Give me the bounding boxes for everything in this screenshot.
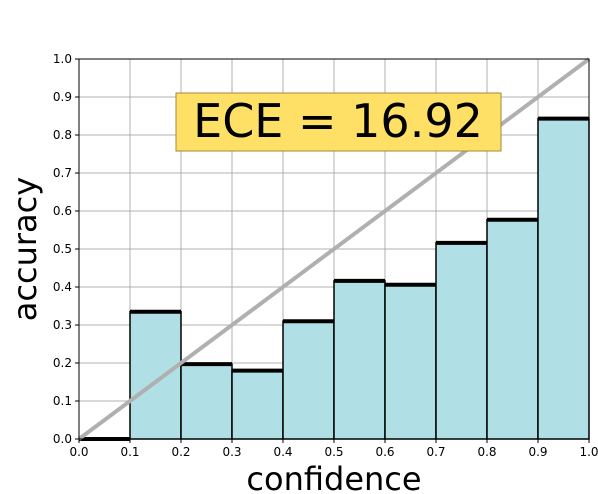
x-tick-label-7: 0.7 <box>426 445 445 459</box>
x-tick-label-5: 0.5 <box>324 445 343 459</box>
x-tick-label-9: 0.9 <box>528 445 547 459</box>
bar-4 <box>282 320 335 440</box>
x-tick-label-8: 0.8 <box>477 445 496 459</box>
y-axis-label: accuracy <box>6 177 44 321</box>
y-tick-label-3: 0.3 <box>53 318 72 332</box>
y-tick-label-4: 0.4 <box>53 280 72 294</box>
x-tick-label-2: 0.2 <box>171 445 190 459</box>
y-tick-label-0: 0.0 <box>53 432 72 446</box>
bar-3 <box>231 369 284 440</box>
x-tick-label-10: 1.0 <box>579 445 598 459</box>
bar-8 <box>486 218 539 440</box>
bar-6 <box>384 283 437 440</box>
y-tick-label-6: 0.6 <box>53 204 72 218</box>
ticks: 0.0 0.1 0.2 0.3 0.4 0.5 0.6 0.7 0.8 0.9 1.0 0.0 0.1 0… <box>53 52 598 459</box>
x-axis-label: confidence <box>246 460 421 494</box>
perfect-calibration-line <box>77 57 591 441</box>
bar-2 <box>180 363 233 440</box>
x-tick-label-6: 0.6 <box>375 445 394 459</box>
y-tick-label-2: 0.2 <box>53 356 72 370</box>
x-tick-label-0: 0.0 <box>69 445 88 459</box>
x-tick-label-4: 0.4 <box>273 445 292 459</box>
ece-annotation: ECE = 16.92 <box>175 92 502 152</box>
y-tick-label-8: 0.8 <box>53 128 72 142</box>
y-tick-label-1: 0.1 <box>53 394 72 408</box>
ece-annotation-text: ECE = 16.92 <box>193 94 483 148</box>
ece-annotation-box <box>175 92 502 152</box>
bar-1 <box>129 310 182 440</box>
x-tick-label-1: 0.1 <box>120 445 139 459</box>
bar-7 <box>435 242 488 440</box>
y-tick-label-10: 1.0 <box>53 52 72 66</box>
y-tick-label-7: 0.7 <box>53 166 72 180</box>
bar-5 <box>333 280 386 440</box>
y-tick-label-5: 0.5 <box>53 242 72 256</box>
y-tick-label-9: 0.9 <box>53 90 72 104</box>
bar-9 <box>537 117 590 440</box>
x-tick-label-3: 0.3 <box>222 445 241 459</box>
